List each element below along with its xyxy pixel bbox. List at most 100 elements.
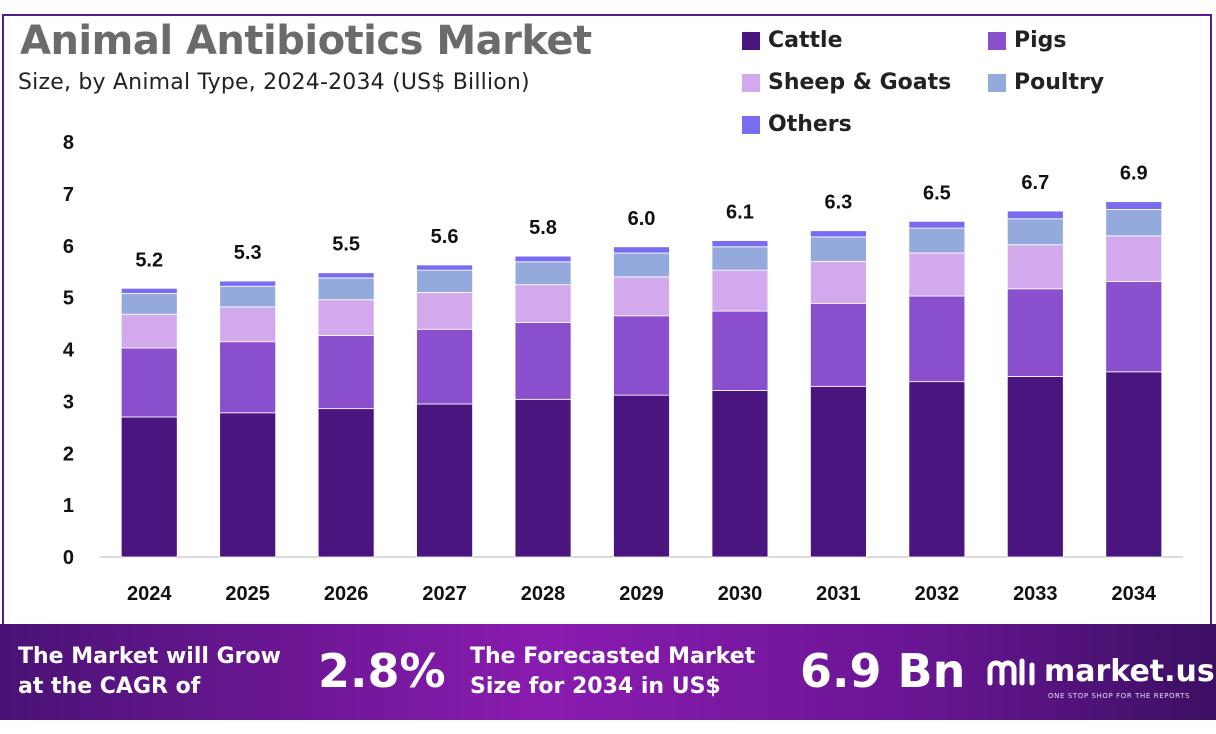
bar-segment-cattle [120,416,178,558]
x-tick-label: 2030 [718,583,763,605]
bar-segment-pigs [908,295,966,383]
bar-segment-sheep_goats [810,260,867,304]
y-tick-label: 6 [63,236,74,258]
x-tick-label: 2031 [816,583,861,605]
bar-segment-others [1006,210,1064,220]
bar-segment-poultry [416,269,473,293]
bar-segment-sheep_goats [1006,244,1064,290]
legend-swatch-pigs [988,31,1006,50]
bar-segment-cattle [1105,371,1163,558]
x-tick-label: 2024 [127,583,172,605]
bar-segment-cattle [908,381,966,558]
y-tick-label: 0 [63,547,74,569]
forecast-label-line1: The Forecasted Market [470,644,756,669]
market-us-logo-icon [987,658,1035,685]
bar-segment-pigs [219,341,277,414]
bar-segment-others [219,280,277,287]
bar-segment-sheep_goats [1105,235,1163,282]
chart-subtitle: Size, by Animal Type, 2024-2034 (US$ Bil… [18,70,530,95]
legend-swatch-sheep-goats [742,73,760,92]
brand-name: market.us [1044,654,1215,689]
y-tick-label: 1 [63,495,74,517]
legend-label-others: Others [768,112,852,137]
bar-segment-poultry [711,246,769,271]
legend-item-sheep-goats: Sheep & Goats [742,70,951,95]
footer-banner: The Market will Grow at the CAGR of 2.8%… [0,624,1216,720]
legend: Cattle Pigs Sheep & Goats Poultry Others [742,28,1202,148]
x-tick-label: 2032 [915,583,960,605]
bar-segment-pigs [317,335,375,410]
forecast-label-line2: Size for 2034 in US$ [470,674,721,699]
bar-segment-poultry [810,236,867,262]
bar-segment-poultry [514,261,572,286]
bar-segment-pigs [1006,288,1064,377]
bar-segment-poultry [219,285,277,308]
bar-segment-cattle [416,403,473,558]
legend-swatch-others [742,115,760,134]
chart-title: Animal Antibiotics Market [20,18,592,64]
bar-segment-poultry [317,277,375,301]
x-tick-label: 2034 [1112,583,1157,605]
bar-segment-poultry [1006,218,1064,246]
forecast-label: The Forecasted Market Size for 2034 in U… [470,642,755,702]
bar-segment-others [613,246,670,254]
bar-segment-others [908,220,966,229]
y-tick-label: 4 [63,340,75,362]
y-tick-label: 3 [63,391,74,413]
x-tick-label: 2028 [521,583,566,605]
bar-segment-sheep_goats [317,299,375,336]
bar-segment-sheep_goats [514,284,572,323]
bar-segment-cattle [613,394,670,558]
bar-segment-pigs [416,328,473,405]
bar-total-label: 6.5 [923,182,951,204]
x-tick-label: 2033 [1013,583,1058,605]
bar-total-label: 6.3 [825,192,853,214]
legend-swatch-cattle [742,31,760,50]
cagr-label-line2: at the CAGR of [18,674,201,699]
legend-label-poultry: Poultry [1014,70,1105,95]
bar-total-label: 6.0 [628,208,656,230]
bar-segment-pigs [514,322,572,400]
bar-total-label: 6.9 [1120,163,1148,185]
bar-segment-sheep_goats [120,313,178,349]
bar-segment-poultry [908,227,966,254]
bar-total-label: 6.7 [1021,172,1049,194]
bar-total-label: 6.1 [726,202,754,224]
bar-segment-cattle [317,408,375,558]
legend-label-pigs: Pigs [1014,28,1067,53]
bar-segment-poultry [613,252,670,278]
bar-segment-pigs [613,315,670,396]
bar-segment-sheep_goats [219,306,277,343]
bar-segment-others [416,264,473,271]
bar-segment-cattle [219,412,277,558]
legend-item-others: Others [742,112,852,137]
x-tick-label: 2025 [225,583,270,605]
bar-total-label: 5.3 [234,242,262,264]
bar-segment-cattle [514,398,572,558]
forecast-value: 6.9 Bn [800,644,966,698]
bar-segment-sheep_goats [613,276,670,317]
bar-segment-pigs [810,302,867,387]
bar-total-label: 5.2 [135,249,163,271]
bar-segment-others [514,255,572,263]
bar-total-label: 5.6 [431,226,459,248]
legend-swatch-poultry [988,73,1006,92]
bar-segment-poultry [120,293,178,315]
x-tick-label: 2027 [422,583,467,605]
legend-item-poultry: Poultry [988,70,1104,95]
bar-total-label: 5.5 [332,234,360,256]
bar-segment-pigs [120,347,178,418]
bar-segment-sheep_goats [416,292,473,330]
bar-segment-others [711,240,769,248]
bar-segment-cattle [810,385,867,558]
bar-segment-pigs [1105,281,1163,373]
bar-segment-others [317,272,375,279]
brand-tagline: ONE STOP SHOP FOR THE REPORTS [1048,692,1191,700]
bar-segment-cattle [1006,376,1064,558]
bar-segment-pigs [711,310,769,391]
bar-total-label: 5.8 [529,217,557,239]
cagr-value: 2.8% [318,644,446,698]
y-tick-label: 7 [63,184,74,206]
legend-item-pigs: Pigs [988,28,1067,53]
bar-segment-sheep_goats [711,269,769,312]
